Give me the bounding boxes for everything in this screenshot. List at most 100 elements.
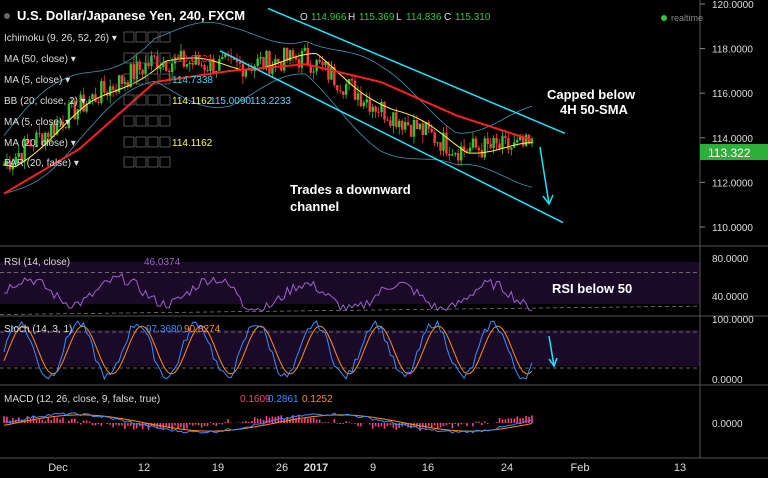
down-arrow-stoch-icon xyxy=(548,335,558,368)
macd-label: MACD (12, 26, close, 9, false, true) xyxy=(4,394,160,405)
candle-body xyxy=(347,78,351,85)
indicator-control-icon[interactable] xyxy=(159,31,171,43)
candle-body xyxy=(439,142,442,151)
candle-body xyxy=(170,63,174,73)
candle-body xyxy=(330,66,333,80)
collapse-icon[interactable] xyxy=(4,13,10,19)
candle-body xyxy=(339,90,342,92)
ohlc-o-label: O xyxy=(300,12,308,23)
candle-body xyxy=(359,93,363,107)
rsi-value: 46.0374 xyxy=(144,257,181,268)
indicator-control-icon[interactable] xyxy=(147,115,159,127)
candle-body xyxy=(409,125,413,137)
candle-body xyxy=(209,58,212,71)
indicator-label[interactable]: MA (20, close) ▾ xyxy=(4,138,76,149)
indicator-control-icon[interactable] xyxy=(147,94,159,106)
indicator-control-icon[interactable] xyxy=(123,156,135,168)
rsi-tick-40: 40.0000 xyxy=(712,292,749,303)
candle-body xyxy=(297,59,301,68)
candle-body xyxy=(306,47,309,65)
indicator-control-icon[interactable] xyxy=(135,94,147,106)
indicator-control-icon[interactable] xyxy=(159,136,171,148)
price-tick-label: 120.0000 xyxy=(712,0,754,11)
indicator-label[interactable]: PAR (20, false) ▾ xyxy=(4,158,79,169)
candle-body xyxy=(480,150,484,158)
indicator-control-icon[interactable] xyxy=(147,136,159,148)
stoch-label: Stoch (14, 3, 1) xyxy=(4,324,72,335)
ma50-line xyxy=(3,63,533,195)
indicator-control-icon[interactable] xyxy=(123,31,135,43)
indicator-control-icon[interactable] xyxy=(123,94,135,106)
time-tick-label: Dec xyxy=(48,462,68,474)
indicator-control-icon[interactable] xyxy=(135,156,147,168)
indicator-label[interactable]: MA (5, close) ▾ xyxy=(4,117,70,128)
indicator-control-icon[interactable] xyxy=(147,73,159,85)
indicator-label[interactable]: MA (5, close) ▾ xyxy=(4,75,70,86)
rsi-line xyxy=(3,272,532,312)
candle-body xyxy=(283,48,286,71)
candle-body xyxy=(132,64,135,80)
indicator-control-icon[interactable] xyxy=(147,31,159,43)
price-tick-label: 112.0000 xyxy=(712,178,753,189)
indicator-control-icon[interactable] xyxy=(123,73,135,85)
candle-body xyxy=(371,106,374,112)
candle-body xyxy=(35,132,38,148)
candle-body xyxy=(510,147,513,150)
ma20-line xyxy=(3,52,533,168)
bb-upper-line xyxy=(3,21,533,136)
indicator-control-icon[interactable] xyxy=(159,52,171,64)
candle-body xyxy=(353,80,357,100)
indicator-control-icon[interactable] xyxy=(123,52,135,64)
stoch-tick-0: 0.0000 xyxy=(712,375,743,386)
candle-body xyxy=(179,50,183,59)
candle-body xyxy=(274,59,277,65)
indicator-control-icon[interactable] xyxy=(123,136,135,148)
indicator-control-icon[interactable] xyxy=(135,52,147,64)
candle-body xyxy=(477,147,481,151)
candle-body xyxy=(524,134,528,146)
candle-body xyxy=(191,62,194,65)
indicator-control-icon[interactable] xyxy=(159,94,171,106)
annotation-channel-line2: channel xyxy=(290,199,339,214)
indicator-value: 114.1162 xyxy=(172,96,213,107)
candle-body xyxy=(120,75,124,84)
indicator-label[interactable]: BB (20, close, 2) ▾ xyxy=(4,96,86,107)
candle-body xyxy=(383,101,386,120)
bb-lower-line xyxy=(3,73,533,194)
candle-body xyxy=(167,70,171,73)
candle-body xyxy=(327,61,330,80)
candle-body xyxy=(265,50,268,69)
candle-body xyxy=(17,153,20,157)
candle-body xyxy=(55,122,59,135)
indicator-control-icon[interactable] xyxy=(147,52,159,64)
indicator-control-icon[interactable] xyxy=(159,73,171,85)
candle-body xyxy=(2,164,6,166)
indicator-label[interactable]: MA (50, close) ▾ xyxy=(4,54,76,65)
candle-body xyxy=(85,104,88,112)
indicator-control-icon[interactable] xyxy=(147,156,159,168)
candle-body xyxy=(32,146,35,148)
stoch-d-line xyxy=(3,325,533,375)
indicator-control-icon[interactable] xyxy=(135,115,147,127)
indicator-label[interactable]: Ichimoku (9, 26, 52, 26) ▾ xyxy=(4,33,117,44)
macd-hist-value: 0.1252 xyxy=(302,394,333,405)
candle-body xyxy=(8,160,12,170)
candle-body xyxy=(412,120,416,137)
indicator-control-icon[interactable] xyxy=(135,73,147,85)
time-tick-label: 13 xyxy=(674,462,686,474)
candle-body xyxy=(474,138,478,148)
indicator-control-icon[interactable] xyxy=(159,156,171,168)
candle-body xyxy=(291,50,295,57)
indicator-control-icon[interactable] xyxy=(135,136,147,148)
indicator-control-icon[interactable] xyxy=(123,115,135,127)
candle-body xyxy=(421,123,425,135)
candle-body xyxy=(129,64,133,87)
candle-body xyxy=(309,64,312,73)
indicator-control-icon[interactable] xyxy=(135,31,147,43)
candle-body xyxy=(406,122,410,126)
candle-body xyxy=(445,132,448,154)
candle-body xyxy=(468,147,472,152)
indicator-control-icon[interactable] xyxy=(159,115,171,127)
time-tick-label: 9 xyxy=(370,462,376,474)
candle-body xyxy=(462,146,466,151)
